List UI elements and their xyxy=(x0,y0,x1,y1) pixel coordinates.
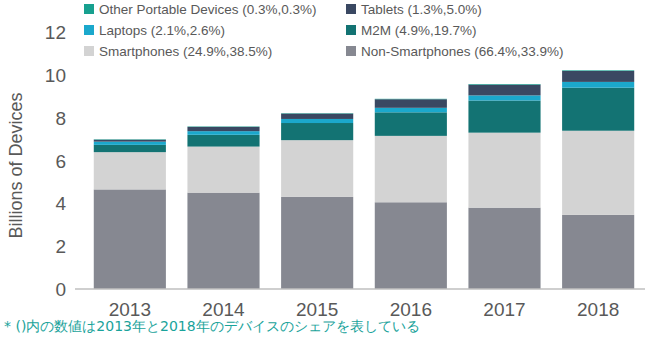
y-tick-label: 10 xyxy=(45,65,66,86)
x-tick-label: 2018 xyxy=(577,299,619,320)
bar-segment xyxy=(187,126,259,127)
legend-label: M2M (4.9%,19.7%) xyxy=(361,23,477,38)
footnote: * ()内の数値は2013年と2018年のデバイスのシェアを表している xyxy=(4,318,420,334)
bar-segment xyxy=(375,112,447,136)
legend-swatch xyxy=(84,4,94,14)
bar-segment xyxy=(94,189,166,289)
bar-segment xyxy=(94,145,166,152)
bar-segment xyxy=(94,140,166,142)
bar-segment xyxy=(187,127,259,131)
legend-label: Laptops (2.1%,2.6%) xyxy=(99,23,225,38)
y-tick-label: 2 xyxy=(55,236,66,257)
bar-segment xyxy=(468,208,540,289)
bar-segment xyxy=(468,95,540,100)
y-tick-label: 6 xyxy=(55,151,66,172)
x-axis-line xyxy=(75,288,645,290)
legend-label: Non-Smartphones (66.4%,33.9%) xyxy=(361,44,564,59)
bar-segment xyxy=(281,197,353,289)
x-tick-label: 2013 xyxy=(109,299,151,320)
bar-segment xyxy=(375,136,447,202)
bar-segment xyxy=(562,131,634,215)
bar-segment xyxy=(281,114,353,119)
bar-segment xyxy=(375,99,447,108)
bar-segment xyxy=(281,119,353,123)
chart: 0 2 4 6 8 10 12 2013 2014 2015 2016 2017 2018 Billion… xyxy=(0,0,650,339)
legend-label: Other Portable Devices (0.3%,0.3%) xyxy=(99,2,317,17)
legend-swatch xyxy=(346,4,356,14)
y-tick-label: 12 xyxy=(45,22,66,43)
legend-swatch xyxy=(84,46,94,56)
bar-segment xyxy=(468,84,540,86)
x-tick-label: 2016 xyxy=(390,299,432,320)
bar-segment xyxy=(562,215,634,289)
bar-segment xyxy=(468,133,540,208)
legend-swatch xyxy=(346,46,356,56)
legend-label: Tablets (1.3%,5.0%) xyxy=(361,2,482,17)
y-tick-label: 4 xyxy=(55,193,66,214)
legend: Other Portable Devices (0.3%,0.3%) Tablet… xyxy=(84,2,564,59)
x-tick-label: 2017 xyxy=(483,299,525,320)
bar-segment xyxy=(562,88,634,131)
bar-segment xyxy=(187,147,259,193)
bar-segment xyxy=(281,140,353,197)
x-tick-label: 2015 xyxy=(296,299,338,320)
x-tick-label: 2014 xyxy=(202,299,245,320)
bar-segment xyxy=(375,98,447,99)
legend-label: Smartphones (24.9%,38.5%) xyxy=(99,44,272,59)
y-axis-label: Billions of Devices xyxy=(6,92,26,238)
bar-segment xyxy=(187,131,259,135)
bar-segment xyxy=(94,142,166,145)
y-tick-label: 0 xyxy=(55,279,66,300)
bar-segment xyxy=(187,135,259,147)
bar-segment xyxy=(94,152,166,189)
bar-segment xyxy=(94,139,166,140)
bar-segment xyxy=(375,202,447,289)
bar-segment xyxy=(562,70,634,72)
bar-segment xyxy=(562,71,634,82)
legend-swatch xyxy=(84,25,94,35)
bar-segment xyxy=(468,101,540,133)
bar-segment xyxy=(281,123,353,140)
legend-swatch xyxy=(346,25,356,35)
bar-segment xyxy=(562,82,634,88)
bar-segment xyxy=(187,193,259,289)
y-tick-label: 8 xyxy=(55,108,66,129)
bar-segment xyxy=(281,113,353,114)
bar-segment xyxy=(375,108,447,112)
bar-segment xyxy=(468,85,540,96)
bars xyxy=(94,70,634,289)
